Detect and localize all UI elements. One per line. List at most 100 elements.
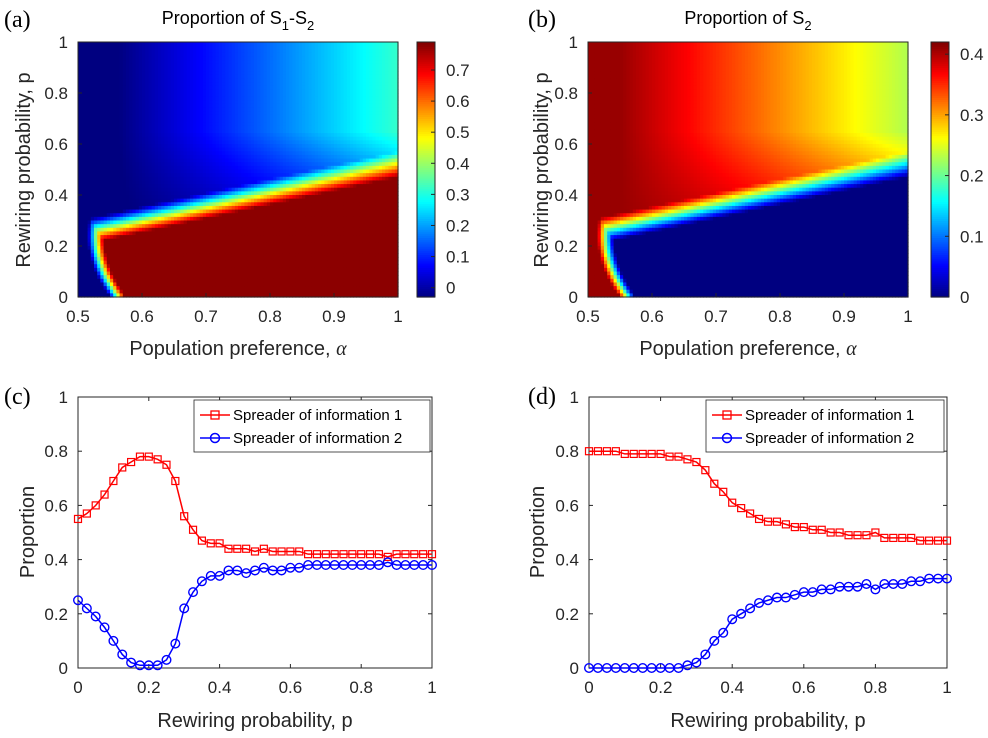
heatmap-cell	[126, 114, 130, 120]
heatmap-cell	[122, 191, 127, 196]
heatmap-cell	[90, 267, 95, 273]
heatmap-cell	[116, 111, 121, 116]
heatmap-cell	[119, 184, 124, 189]
heatmap-cell	[132, 169, 137, 174]
heatmap-cell	[87, 154, 92, 160]
heatmap-cell	[78, 52, 82, 58]
heatmap-cell	[132, 231, 137, 236]
heatmap-cell	[106, 235, 111, 240]
heatmap-cell	[84, 187, 89, 192]
heatmap-cell	[81, 264, 85, 269]
heatmap-cell	[135, 227, 140, 233]
heatmap-cell	[103, 162, 108, 167]
heatmap-cell	[78, 195, 82, 200]
heatmap-cell	[145, 133, 149, 138]
heatmap-cell	[119, 187, 124, 192]
heatmap-cell	[94, 67, 98, 72]
heatmap-cell	[119, 235, 124, 240]
heatmap-cell	[100, 289, 105, 294]
heatmap-cell	[97, 264, 101, 269]
heatmap-cell	[132, 151, 137, 156]
heatmap-cell	[87, 111, 92, 116]
heatmap-cell	[110, 49, 114, 54]
heatmap-cell	[142, 49, 146, 54]
heatmap-cell	[84, 45, 89, 50]
heatmap-cell	[94, 165, 98, 171]
heatmap-cell	[81, 129, 85, 134]
heatmap-cell	[116, 191, 121, 196]
heatmap-cell	[103, 246, 108, 251]
heatmap-cell	[110, 136, 114, 141]
heatmap-cell	[122, 114, 127, 120]
heatmap-cell	[129, 85, 133, 90]
heatmap-cell	[113, 140, 117, 145]
heatmap-cell	[87, 158, 92, 163]
heatmap-cell	[122, 71, 127, 76]
heatmap-cell	[90, 42, 95, 47]
heatmap-cell	[100, 242, 105, 247]
heatmap-cell	[138, 158, 143, 163]
heatmap-cell	[106, 246, 111, 251]
heatmap-cell	[138, 165, 143, 171]
heatmap-cell	[132, 96, 137, 101]
heatmap-cell	[122, 187, 127, 192]
heatmap-cell	[142, 114, 146, 120]
heatmap-cell	[119, 267, 124, 273]
heatmap-cell	[81, 242, 85, 247]
heatmap-cell	[132, 278, 137, 284]
heatmap-cell	[122, 125, 127, 131]
heatmap-cell	[94, 286, 98, 291]
heatmap-cell	[119, 103, 124, 109]
heatmap-cell	[145, 169, 149, 174]
heatmap-cell	[81, 114, 85, 120]
heatmap-cell	[97, 231, 101, 236]
heatmap-cell	[106, 242, 111, 247]
heatmap-cell	[100, 151, 105, 156]
heatmap-cell	[106, 133, 111, 138]
heatmap-cell	[103, 165, 108, 171]
heatmap-cell	[132, 238, 137, 243]
heatmap-cell	[138, 63, 143, 69]
heatmap-cell	[135, 74, 140, 80]
heatmap-cell	[126, 89, 130, 94]
heatmap-cell	[81, 286, 85, 291]
heatmap-cell	[106, 293, 111, 298]
heatmap-cell	[94, 249, 98, 254]
heatmap-cell	[81, 216, 85, 222]
heatmap-cell	[132, 133, 137, 138]
heatmap-cell	[142, 63, 146, 69]
heatmap-cell	[81, 147, 85, 152]
heatmap-cell	[106, 249, 111, 254]
heatmap-cell	[87, 96, 92, 101]
heatmap-cell	[97, 202, 101, 207]
heatmap-cell	[103, 282, 108, 287]
heatmap-cell	[122, 162, 127, 167]
heatmap-cell	[135, 125, 140, 131]
heatmap-cell	[106, 286, 111, 291]
heatmap-cell	[119, 246, 124, 251]
heatmap-cell	[129, 154, 133, 160]
heatmap-cell	[94, 60, 98, 65]
heatmap-cell	[90, 227, 95, 233]
heatmap-cell	[81, 82, 85, 87]
heatmap-cell	[126, 96, 130, 101]
heatmap-cell	[90, 111, 95, 116]
heatmap-cell	[94, 103, 98, 109]
heatmap-cell	[122, 56, 127, 61]
heatmap-cell	[132, 67, 137, 72]
heatmap-cell	[103, 89, 108, 94]
heatmap-cell	[138, 56, 143, 61]
heatmap-cell	[126, 111, 130, 116]
heatmap-cell	[97, 49, 101, 54]
heatmap-cell	[97, 118, 101, 123]
heatmap-cell	[90, 52, 95, 58]
heatmap-cell	[142, 60, 146, 65]
heatmap-cell	[116, 256, 121, 262]
heatmap-cell	[103, 264, 108, 269]
heatmap-cell	[78, 140, 82, 145]
heatmap-cell	[142, 249, 146, 254]
heatmap-cell	[78, 89, 82, 94]
heatmap-cell	[94, 282, 98, 287]
heatmap-cell	[84, 111, 89, 116]
heatmap-cell	[84, 136, 89, 141]
